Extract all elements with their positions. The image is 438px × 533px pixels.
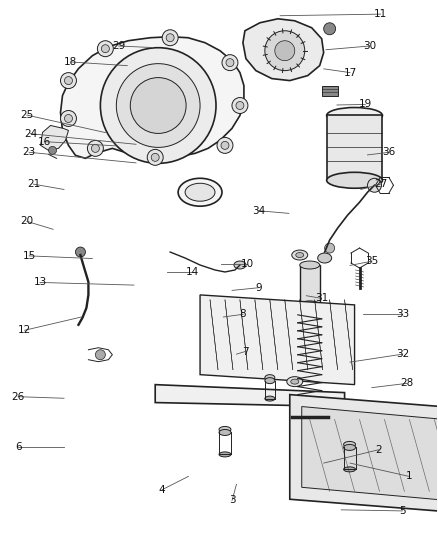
Circle shape	[151, 154, 159, 161]
Polygon shape	[290, 394, 438, 514]
Circle shape	[60, 72, 77, 88]
Text: 36: 36	[383, 147, 396, 157]
Circle shape	[88, 140, 103, 156]
Text: 14: 14	[186, 267, 199, 277]
Circle shape	[265, 31, 305, 71]
Circle shape	[222, 55, 238, 71]
Circle shape	[232, 98, 248, 114]
Ellipse shape	[287, 377, 303, 386]
Text: 8: 8	[240, 309, 246, 319]
Circle shape	[275, 41, 295, 61]
Ellipse shape	[300, 301, 320, 309]
Ellipse shape	[178, 178, 222, 206]
Ellipse shape	[343, 467, 356, 472]
Circle shape	[236, 101, 244, 109]
Text: 30: 30	[363, 41, 376, 51]
Text: 25: 25	[20, 110, 34, 120]
Ellipse shape	[343, 445, 356, 450]
Circle shape	[221, 141, 229, 149]
Polygon shape	[200, 295, 355, 385]
Text: 11: 11	[374, 9, 387, 19]
Text: 2: 2	[375, 445, 381, 455]
Circle shape	[64, 77, 72, 85]
Circle shape	[60, 110, 77, 126]
Circle shape	[147, 149, 163, 165]
Ellipse shape	[292, 250, 308, 260]
Ellipse shape	[327, 172, 382, 188]
Text: 21: 21	[27, 179, 40, 189]
Text: 31: 31	[315, 293, 328, 303]
Polygon shape	[155, 385, 345, 407]
Circle shape	[100, 47, 216, 163]
Circle shape	[367, 178, 381, 192]
Text: 32: 32	[396, 349, 409, 359]
Text: 7: 7	[242, 346, 248, 357]
Text: 29: 29	[112, 41, 125, 51]
Text: 18: 18	[64, 57, 77, 67]
Ellipse shape	[219, 452, 231, 457]
Bar	[327, 116, 382, 180]
Circle shape	[49, 147, 57, 155]
Text: 12: 12	[18, 325, 32, 335]
Ellipse shape	[219, 426, 231, 432]
Text: 23: 23	[22, 147, 36, 157]
Ellipse shape	[265, 396, 275, 401]
Ellipse shape	[234, 261, 246, 269]
Text: 6: 6	[15, 442, 21, 452]
Ellipse shape	[291, 379, 299, 384]
Text: 16: 16	[38, 136, 51, 147]
Ellipse shape	[219, 430, 231, 435]
Circle shape	[226, 59, 234, 67]
Text: 34: 34	[252, 206, 265, 216]
Polygon shape	[302, 407, 438, 502]
Circle shape	[97, 41, 113, 56]
Bar	[300, 265, 320, 305]
Circle shape	[92, 144, 99, 152]
Text: 24: 24	[24, 128, 37, 139]
Ellipse shape	[327, 108, 382, 124]
Text: 5: 5	[399, 506, 406, 516]
Circle shape	[95, 350, 106, 360]
Circle shape	[325, 243, 335, 253]
Text: 17: 17	[343, 68, 357, 78]
Ellipse shape	[185, 183, 215, 201]
Text: 1: 1	[406, 471, 412, 481]
Text: 9: 9	[255, 282, 261, 293]
Text: 3: 3	[229, 495, 235, 505]
Text: 20: 20	[20, 216, 33, 227]
Circle shape	[117, 63, 200, 148]
Text: 27: 27	[374, 179, 387, 189]
Text: 4: 4	[159, 484, 166, 495]
Ellipse shape	[265, 378, 275, 384]
Text: 26: 26	[11, 392, 25, 402]
Polygon shape	[60, 37, 244, 158]
Ellipse shape	[300, 261, 320, 269]
Circle shape	[101, 45, 110, 53]
Polygon shape	[243, 19, 324, 80]
Circle shape	[166, 34, 174, 42]
Text: 19: 19	[359, 100, 372, 109]
Circle shape	[217, 138, 233, 154]
Ellipse shape	[296, 253, 304, 257]
Polygon shape	[41, 125, 68, 150]
Circle shape	[162, 30, 178, 46]
Ellipse shape	[318, 253, 332, 263]
Text: 10: 10	[241, 259, 254, 269]
Text: 15: 15	[22, 251, 36, 261]
Circle shape	[75, 247, 85, 257]
Ellipse shape	[265, 375, 275, 381]
Text: 33: 33	[396, 309, 409, 319]
Circle shape	[324, 23, 336, 35]
Bar	[321, 86, 338, 95]
Circle shape	[64, 115, 72, 123]
Circle shape	[130, 78, 186, 133]
Text: 13: 13	[33, 278, 46, 287]
Text: 35: 35	[365, 256, 378, 266]
Text: 28: 28	[400, 378, 413, 389]
Ellipse shape	[343, 441, 356, 447]
